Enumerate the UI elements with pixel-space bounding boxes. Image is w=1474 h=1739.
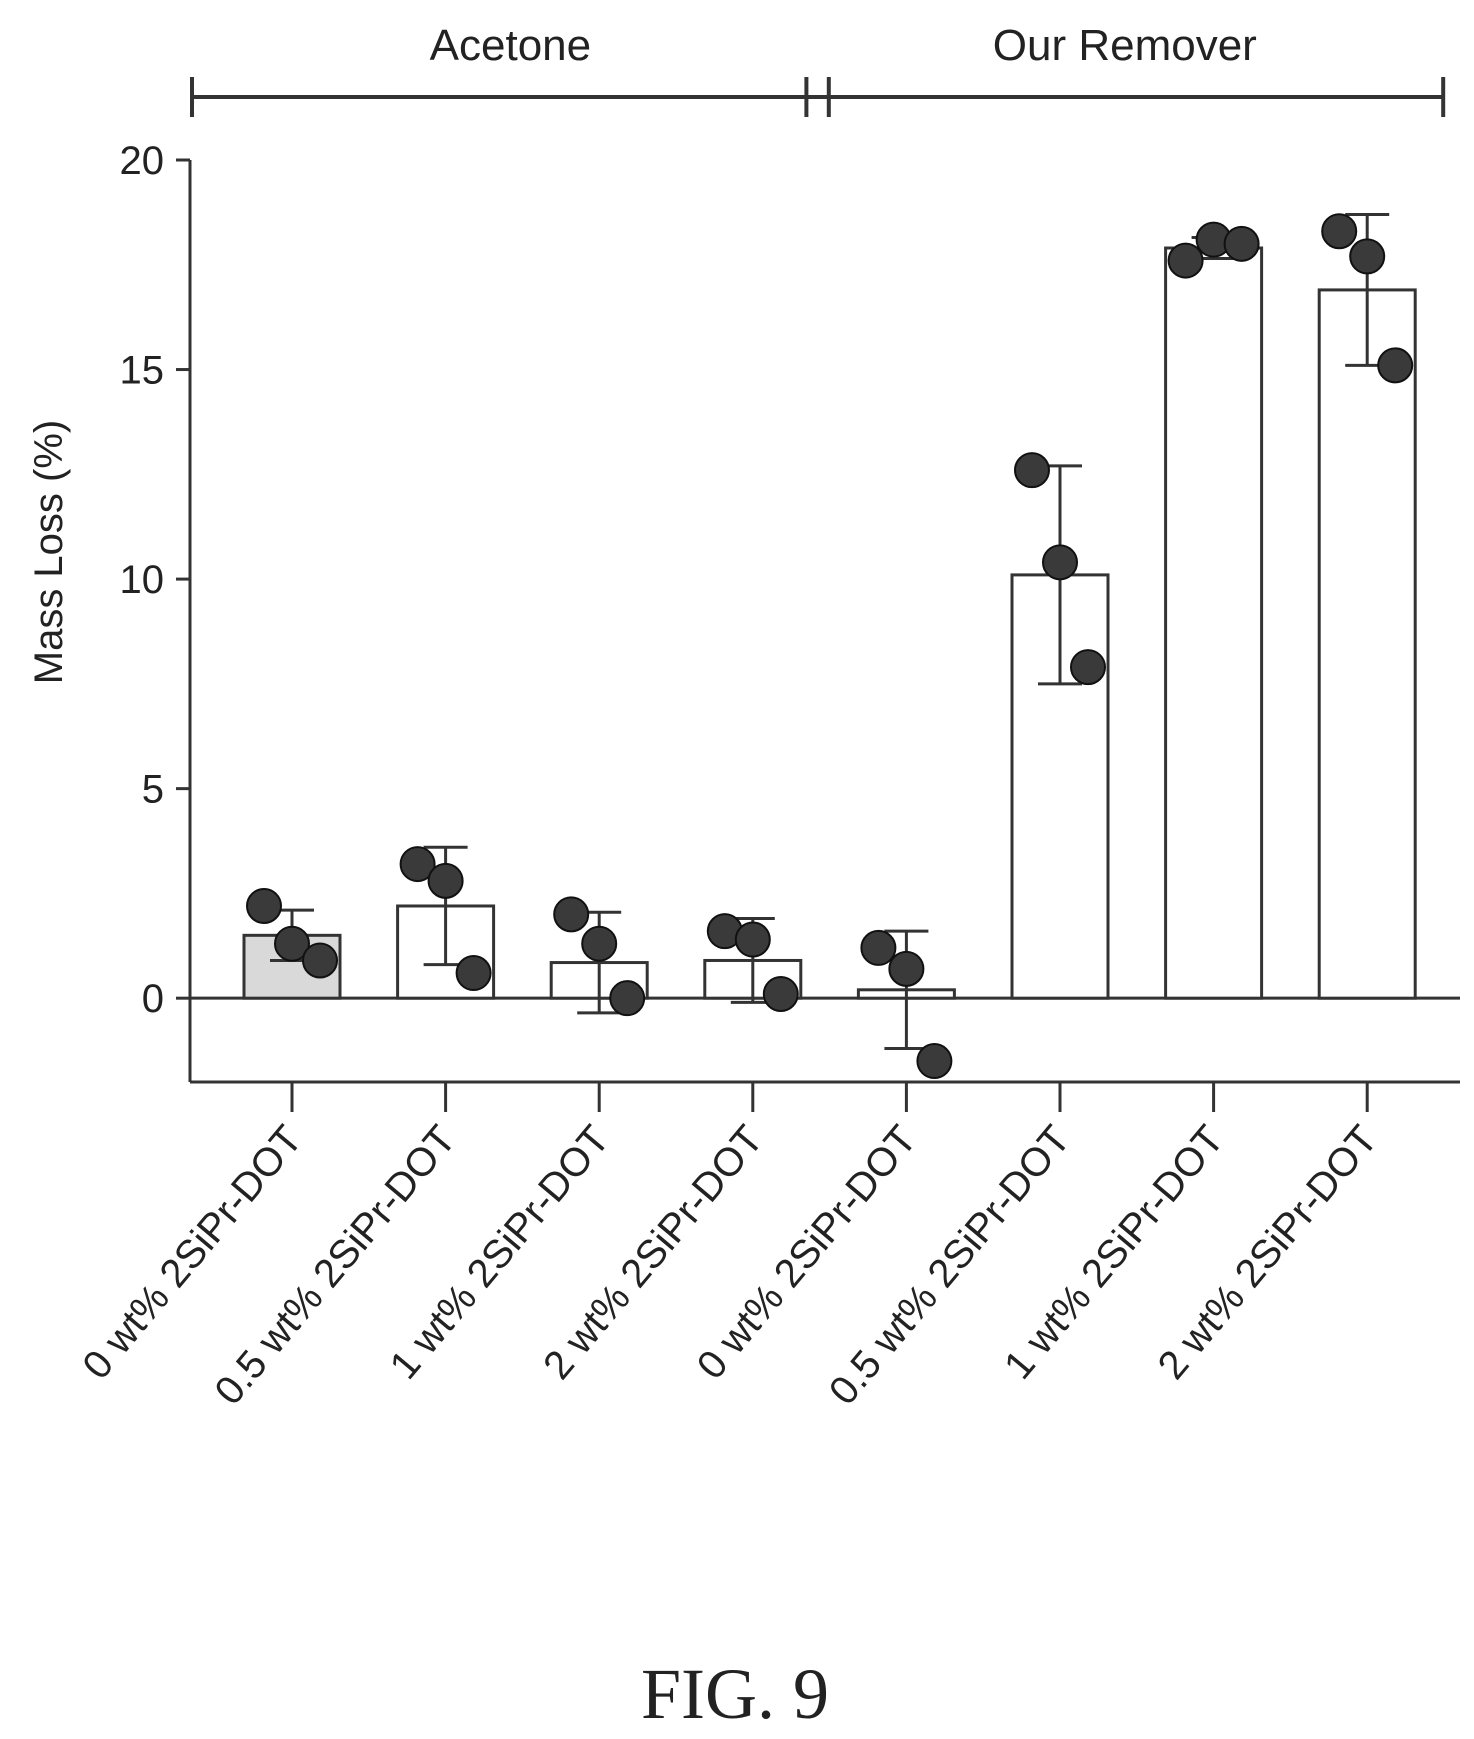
y-tick-label: 20 [120, 139, 165, 183]
data-point [762, 975, 799, 1012]
data-point [399, 846, 436, 883]
data-point [1014, 452, 1050, 489]
group-label: Our Remover [993, 21, 1257, 70]
data-point [609, 980, 646, 1017]
bar [1164, 246, 1264, 1000]
data-point [1377, 347, 1414, 384]
data-point [1167, 242, 1204, 279]
y-tick-label: 10 [120, 558, 165, 602]
bar [1317, 288, 1417, 1000]
data-point [246, 887, 282, 924]
data-point [1321, 213, 1358, 250]
data-points [246, 213, 1414, 1080]
data-point [302, 942, 338, 979]
axes: 0 5 10 15 20 [120, 139, 1460, 1112]
data-point [734, 921, 771, 958]
data-point [888, 950, 925, 987]
data-point [553, 896, 590, 933]
data-point [1223, 225, 1260, 262]
figure-label: FIG. 9 [641, 1654, 829, 1734]
y-tick-label: 5 [142, 768, 164, 812]
y-tick-label: 0 [142, 977, 164, 1021]
data-point [1349, 238, 1386, 275]
data-point [1042, 544, 1078, 581]
y-tick-label: 15 [120, 349, 165, 393]
data-point [1070, 649, 1106, 686]
data-point [455, 955, 492, 992]
data-point [274, 925, 310, 962]
data-point [581, 925, 618, 962]
data-point [860, 929, 897, 966]
group-brackets: Acetone Our Remover [190, 21, 1446, 117]
bars [242, 246, 1417, 1000]
group-label: Acetone [430, 21, 591, 70]
data-point [427, 862, 464, 899]
data-point [916, 1043, 953, 1080]
y-axis-label: Mass Loss (%) [27, 420, 71, 685]
